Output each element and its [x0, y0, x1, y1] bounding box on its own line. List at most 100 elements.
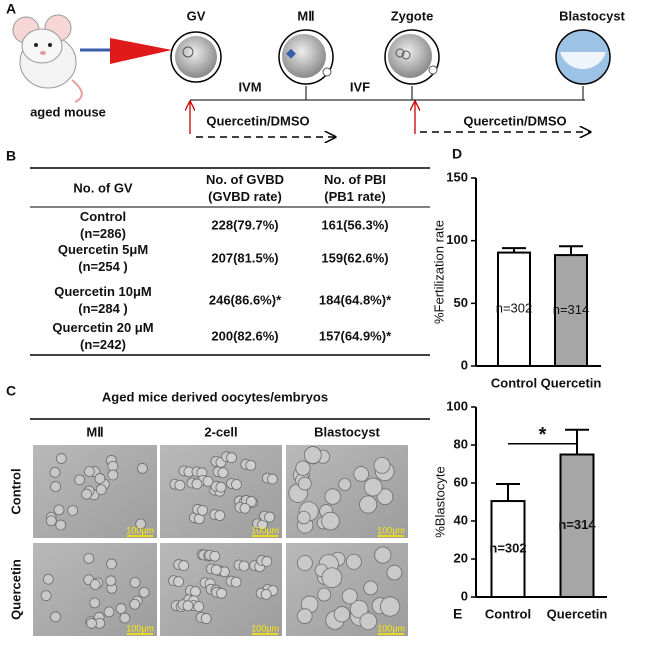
cell — [373, 456, 391, 474]
cell-blastocyst — [555, 29, 611, 85]
cell — [239, 502, 251, 514]
table-rules — [30, 167, 430, 356]
y-tick-label: 150 — [446, 169, 468, 184]
table-cell: 184(64.8%)* — [319, 292, 392, 307]
bar — [559, 453, 595, 598]
cell — [40, 590, 52, 602]
cell — [245, 496, 257, 507]
cell — [260, 588, 272, 600]
table-cell: (GVBD rate) — [208, 189, 282, 204]
timeline — [190, 86, 585, 101]
column-label: Blastocyst — [314, 424, 380, 439]
treatment-label: Quercetin/DMSO — [463, 113, 566, 128]
y-tick-label: 0 — [461, 357, 468, 372]
cell — [106, 558, 117, 570]
bar-label: n=302 — [496, 301, 533, 316]
cell — [209, 550, 221, 562]
y-tick-label: 100 — [446, 398, 468, 413]
table-cell: Quercetin 10μM — [54, 284, 152, 299]
cell — [359, 612, 378, 631]
panel-label: C — [6, 383, 16, 399]
cell — [129, 598, 141, 610]
arrow-head — [110, 38, 172, 64]
table: No. of GV No. of GVBD (GVBD rate) No. of PB… — [52, 172, 392, 352]
cell — [190, 586, 201, 597]
y-tick-label: 80 — [454, 436, 468, 451]
y-axis-label: %Blastocyte — [432, 466, 447, 538]
cell — [119, 612, 131, 624]
cell — [138, 587, 150, 598]
cell — [191, 478, 203, 490]
cell — [321, 511, 340, 531]
table-cell: (PB1 rate) — [324, 189, 385, 204]
cell — [376, 488, 394, 505]
cell — [349, 599, 369, 619]
cell — [295, 460, 311, 476]
panel-label: D — [452, 146, 462, 162]
table-cell: (n=284 ) — [78, 301, 128, 316]
scale-bar-label: 100μm — [126, 525, 154, 535]
cell — [89, 597, 101, 609]
bar — [490, 500, 526, 598]
cell — [45, 515, 57, 527]
cell — [297, 476, 312, 491]
cell — [135, 518, 147, 530]
scale-bar-label: 100μm — [251, 623, 279, 633]
cell — [50, 481, 61, 492]
bar-label: n=314 — [553, 302, 590, 317]
cell — [374, 546, 392, 564]
cell — [55, 453, 67, 464]
y-tick-label: 20 — [454, 550, 468, 565]
y-axis-label: %Fertilization rate — [431, 220, 446, 324]
cell — [386, 564, 403, 581]
mouse-icon — [12, 14, 83, 103]
y-tick-label: 100 — [446, 232, 468, 247]
panel-label: B — [6, 148, 16, 164]
cell — [264, 511, 275, 523]
step-label: IVF — [350, 79, 370, 94]
bar-label: n=302 — [489, 540, 526, 555]
stage-label: GV — [187, 8, 206, 23]
cell — [94, 473, 106, 484]
y-tick-label: 60 — [454, 474, 468, 489]
cell — [297, 608, 313, 624]
images-title: Aged mice derived oocytes/embryos — [102, 389, 328, 404]
table-cell: 246(86.6%)* — [209, 292, 282, 307]
cell — [363, 477, 383, 497]
bar — [554, 254, 588, 367]
table-cell: Quercetin 20 μM — [52, 320, 153, 335]
cell — [136, 463, 148, 474]
cell — [89, 579, 101, 590]
cell — [95, 484, 107, 495]
cell — [341, 588, 358, 605]
scale-bar-label: 100μm — [377, 525, 405, 535]
table-cell: 207(81.5%) — [211, 250, 278, 265]
x-tick-label: Control — [485, 606, 531, 621]
cell — [197, 505, 208, 516]
y-tick-label: 0 — [461, 588, 468, 603]
row-label: Control — [8, 468, 23, 514]
cell — [267, 473, 278, 485]
column-label: MⅡ — [86, 424, 103, 439]
table-cell: (n=286) — [80, 226, 126, 241]
cell — [379, 596, 401, 617]
cell — [174, 479, 186, 491]
cell — [353, 466, 370, 482]
table-cell: 200(82.6%) — [211, 328, 278, 343]
panel-label: E — [453, 606, 462, 622]
table-cell: 157(64.9%)* — [319, 328, 392, 343]
cell — [103, 606, 115, 618]
cell — [317, 587, 332, 602]
cell — [226, 452, 237, 464]
stage-label: Zygote — [391, 8, 434, 23]
cell — [49, 466, 61, 478]
cell — [303, 446, 322, 464]
cell — [182, 600, 194, 612]
table-cell: 161(56.3%) — [321, 217, 388, 232]
table-cell: Quercetin 5μM — [58, 242, 148, 257]
cell — [202, 475, 214, 487]
cell — [115, 603, 127, 614]
panel-label: A — [6, 1, 16, 17]
cell — [83, 466, 95, 477]
